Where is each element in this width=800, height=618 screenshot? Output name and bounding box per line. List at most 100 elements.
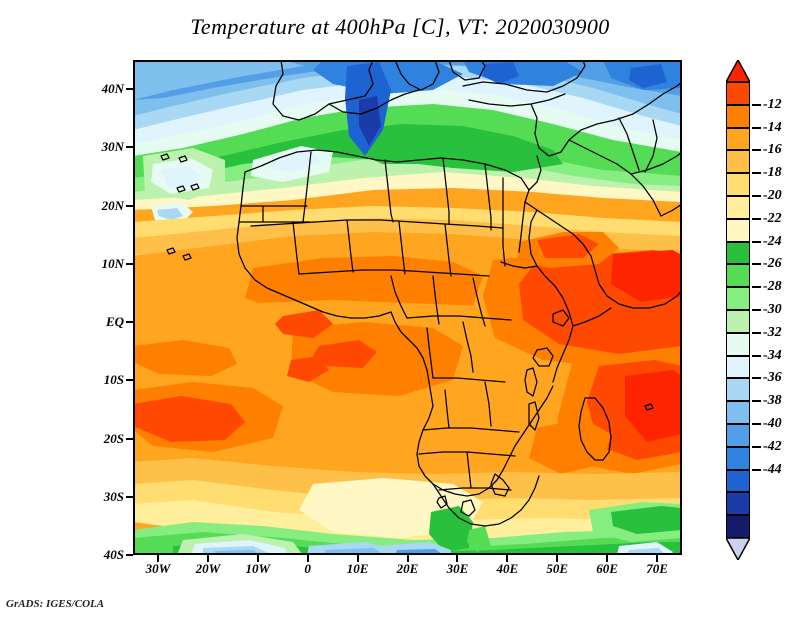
attribution-footer: GrADS: IGES/COLA bbox=[6, 598, 105, 610]
x-tick-label: 60E bbox=[596, 561, 618, 576]
colorbar: -12 -14 -16 -18 -20 -22 -24 -26 -28 -30 -32 -34 -36 -… bbox=[724, 58, 782, 562]
colorbar-swatch bbox=[726, 492, 750, 516]
colorbar-tick-label: -26 bbox=[763, 256, 782, 272]
y-tick-label: 30N bbox=[101, 139, 124, 155]
y-tick-label: 20N bbox=[101, 197, 124, 213]
y-tick-mark bbox=[126, 379, 133, 382]
y-tick-mark bbox=[126, 495, 133, 498]
colorbar-tick-label: -28 bbox=[763, 279, 782, 295]
x-tick-mark bbox=[306, 555, 309, 562]
colorbar-tick-mark bbox=[752, 240, 761, 243]
y-tick-mark bbox=[126, 321, 133, 324]
x-tick-label: 20E bbox=[396, 561, 419, 576]
x-tick-label: 30E bbox=[446, 561, 469, 576]
colorbar-swatch bbox=[726, 446, 750, 470]
x-tick-mark bbox=[656, 555, 659, 562]
colorbar-tick-mark bbox=[752, 286, 761, 289]
colorbar-swatch bbox=[726, 218, 750, 242]
y-tick-label: 40S bbox=[103, 547, 124, 562]
colorbar-tick-mark bbox=[752, 354, 761, 357]
colorbar-swatch bbox=[726, 104, 750, 128]
x-tick-label: 10E bbox=[346, 561, 369, 576]
x-tick-mark bbox=[556, 555, 559, 562]
colorbar-tick-label: -14 bbox=[763, 119, 782, 135]
colorbar-tick-mark bbox=[752, 468, 761, 471]
colorbar-swatch bbox=[726, 241, 750, 265]
colorbar-tick-mark bbox=[752, 149, 761, 152]
y-tick-mark bbox=[126, 554, 133, 556]
colorbar-tick-label: -12 bbox=[763, 96, 782, 112]
colorbar-tick-mark bbox=[752, 331, 761, 334]
colorbar-swatch bbox=[726, 378, 750, 402]
y-tick-label: 30S bbox=[103, 488, 124, 504]
colorbar-tick-label: -36 bbox=[763, 370, 782, 386]
y-tick-label: 10S bbox=[103, 372, 124, 388]
x-tick-label: 0 bbox=[304, 561, 311, 576]
colorbar-tick-label: -18 bbox=[763, 165, 782, 181]
colorbar-swatch bbox=[726, 150, 750, 174]
colorbar-swatch bbox=[726, 401, 750, 424]
x-tick-label: 20W bbox=[195, 561, 221, 576]
colorbar-tick-mark bbox=[752, 195, 761, 197]
colorbar-swatch bbox=[726, 127, 750, 151]
colorbar-tick-mark bbox=[752, 400, 761, 403]
y-tick-label: EQ bbox=[105, 314, 124, 330]
temperature-contour-field bbox=[133, 60, 682, 555]
colorbar-under-arrow bbox=[724, 537, 752, 562]
colorbar-swatch bbox=[726, 310, 750, 333]
x-tick-mark bbox=[506, 555, 509, 562]
colorbar-swatch bbox=[726, 264, 750, 288]
colorbar-tick-label: -30 bbox=[763, 302, 782, 317]
colorbar-tick-mark bbox=[752, 126, 761, 129]
colorbar-swatch bbox=[726, 424, 750, 447]
x-tick-label: 70E bbox=[646, 561, 668, 576]
x-tick-mark bbox=[356, 555, 359, 562]
x-tick-label: 50E bbox=[546, 561, 569, 576]
colorbar-tick-mark bbox=[752, 423, 761, 425]
y-tick-mark bbox=[126, 437, 133, 440]
plot-border bbox=[133, 60, 682, 555]
colorbar-tick-label: -44 bbox=[763, 461, 782, 477]
colorbar-swatch bbox=[726, 82, 750, 105]
x-tick-mark bbox=[206, 555, 209, 562]
colorbar-over-arrow bbox=[724, 58, 752, 83]
colorbar-tick-label: -34 bbox=[763, 347, 782, 363]
colorbar-swatch bbox=[726, 515, 750, 538]
y-tick-mark bbox=[126, 262, 133, 265]
x-tick-mark bbox=[406, 555, 409, 562]
y-tick-mark bbox=[126, 88, 133, 91]
y-tick-label: 40N bbox=[101, 81, 124, 97]
colorbar-tick-label: -20 bbox=[763, 188, 782, 203]
x-tick-label: 30W bbox=[145, 561, 171, 576]
x-tick-mark bbox=[606, 555, 609, 562]
colorbar-tick-label: -16 bbox=[763, 142, 782, 158]
colorbar-tick-mark bbox=[752, 217, 761, 220]
x-tick-label: 10W bbox=[245, 561, 271, 576]
y-tick-label: 10N bbox=[101, 255, 124, 271]
colorbar-tick-mark bbox=[752, 263, 761, 266]
y-tick-mark bbox=[126, 204, 133, 207]
colorbar-tick-mark bbox=[752, 103, 761, 106]
x-tick-mark bbox=[256, 555, 259, 562]
colorbar-swatch bbox=[726, 173, 750, 196]
y-tick-label: 20S bbox=[103, 430, 124, 446]
map-plot-area bbox=[133, 60, 682, 555]
colorbar-tick-label: -24 bbox=[763, 233, 782, 249]
x-tick-mark bbox=[456, 555, 459, 562]
colorbar-tick-mark bbox=[752, 445, 761, 448]
page-title: Temperature at 400hPa [C], VT: 202003090… bbox=[190, 14, 610, 39]
y-tick-mark bbox=[126, 146, 133, 149]
colorbar-tick-label: -32 bbox=[763, 324, 782, 340]
x-tick-label: 40E bbox=[496, 561, 519, 576]
colorbar-tick-mark bbox=[752, 172, 761, 175]
colorbar-swatch bbox=[726, 355, 750, 379]
colorbar-tick-mark bbox=[752, 377, 761, 380]
colorbar-swatch bbox=[726, 469, 750, 493]
colorbar-swatch bbox=[726, 332, 750, 356]
colorbar-tick-label: -38 bbox=[763, 393, 782, 409]
colorbar-tick-label: -40 bbox=[763, 416, 782, 431]
colorbar-swatch bbox=[726, 287, 750, 310]
colorbar-tick-label: -22 bbox=[763, 210, 782, 226]
x-tick-mark bbox=[156, 555, 159, 562]
